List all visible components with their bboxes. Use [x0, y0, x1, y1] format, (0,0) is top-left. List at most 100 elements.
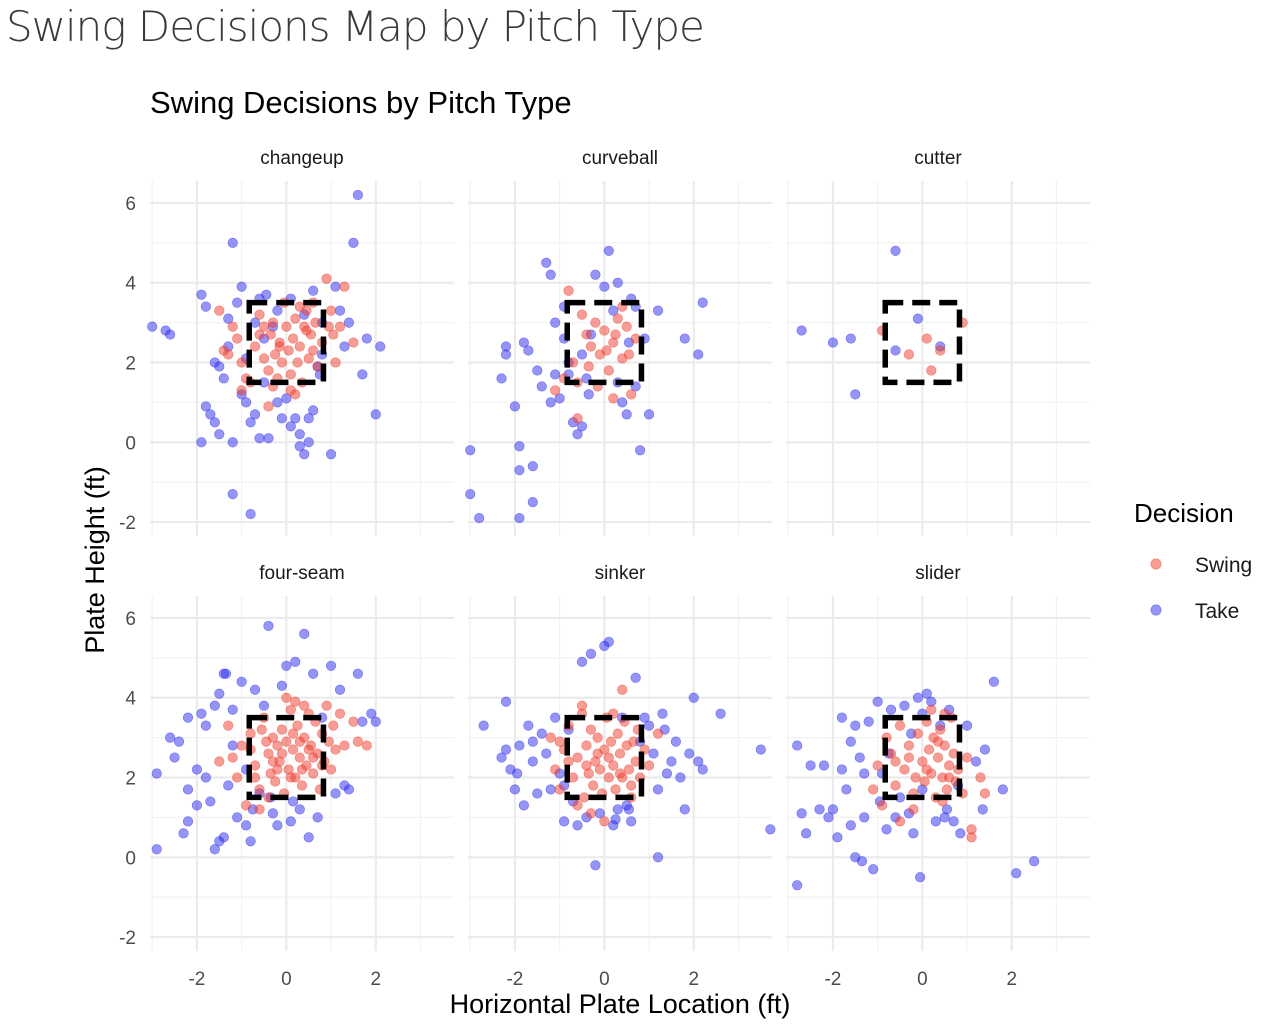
swing-point [868, 784, 879, 795]
take-point [249, 317, 261, 328]
take-point [977, 804, 988, 815]
swing-point [585, 341, 597, 352]
swing-point [594, 764, 605, 775]
swing-point [932, 736, 944, 747]
take-point [856, 856, 868, 867]
swing-point [232, 772, 243, 783]
take-point [697, 764, 708, 775]
take-point [868, 864, 879, 875]
take-point [241, 820, 252, 831]
take-point [258, 700, 270, 711]
facet-panel-changeup: changeup [147, 148, 454, 536]
take-point [805, 760, 816, 771]
legend-key-take [1150, 604, 1162, 616]
take-point [151, 844, 162, 855]
swing-point [287, 728, 299, 739]
swing-point [617, 684, 628, 695]
swing-point [550, 764, 561, 775]
take-point [715, 708, 726, 719]
take-point [630, 672, 641, 683]
take-point [841, 784, 852, 795]
y-tick-label: 2 [125, 353, 136, 374]
take-point [173, 736, 185, 747]
swing-point [263, 365, 274, 376]
take-point [205, 796, 216, 807]
swing-point [308, 768, 319, 779]
swing-point [599, 325, 610, 336]
take-point [290, 656, 301, 667]
take-point [585, 648, 597, 659]
take-point [200, 401, 211, 412]
take-point [603, 636, 614, 647]
swing-point [576, 700, 588, 711]
swing-point [227, 321, 238, 332]
swing-point [903, 752, 915, 763]
swing-point [612, 313, 623, 324]
take-point [648, 748, 659, 759]
take-point [527, 756, 538, 767]
y-tick-label: 6 [125, 609, 136, 630]
take-point [294, 804, 305, 815]
take-point [325, 449, 337, 460]
swing-point [236, 740, 247, 751]
swing-point [903, 740, 915, 751]
take-point [827, 804, 839, 815]
take-point [801, 828, 812, 839]
swing-point [254, 784, 265, 795]
take-point [688, 692, 699, 703]
take-point [610, 814, 621, 825]
take-point [590, 269, 601, 280]
take-point [312, 812, 323, 823]
take-point [912, 692, 923, 703]
swing-point [608, 393, 619, 404]
take-point [523, 720, 534, 731]
take-point [792, 880, 803, 891]
swing-point [572, 413, 583, 424]
take-point [863, 716, 874, 727]
swing-point [292, 720, 303, 731]
swing-point [281, 692, 292, 703]
swing-point [603, 752, 614, 763]
y-tick-label: 2 [125, 768, 136, 789]
take-point [652, 852, 664, 863]
take-point [370, 716, 381, 727]
take-point [652, 784, 664, 795]
swing-point [287, 333, 299, 344]
take-point [334, 684, 346, 695]
x-tick-label: 0 [281, 969, 292, 990]
take-point [272, 305, 283, 316]
swing-point [249, 341, 261, 352]
take-point [827, 337, 839, 348]
swing-point [294, 752, 305, 763]
strike-zone-box [882, 299, 963, 386]
take-point [276, 413, 287, 424]
swing-point [334, 708, 346, 719]
take-point [308, 668, 319, 679]
facet-panel-curveball: curveball [465, 148, 772, 536]
take-point [330, 281, 341, 292]
swing-point [894, 816, 906, 827]
swing-point [292, 357, 303, 368]
swing-point [610, 784, 621, 795]
swing-point [603, 365, 614, 376]
swing-point [283, 345, 294, 356]
take-point [684, 748, 695, 759]
take-point [955, 828, 966, 839]
y-tick-label: 4 [125, 689, 136, 710]
take-point [465, 445, 476, 456]
take-point [899, 700, 910, 711]
take-point [218, 832, 229, 843]
take-point [532, 788, 543, 799]
take-point [191, 800, 203, 811]
take-point [182, 816, 194, 827]
take-point [236, 676, 247, 687]
swing-point [966, 832, 977, 843]
take-point [603, 245, 614, 256]
take-point [814, 804, 825, 815]
take-point [1029, 856, 1040, 867]
take-point [590, 860, 601, 871]
take-point [227, 704, 238, 715]
take-point [348, 237, 359, 248]
take-point [227, 437, 238, 448]
swing-point [643, 760, 655, 771]
